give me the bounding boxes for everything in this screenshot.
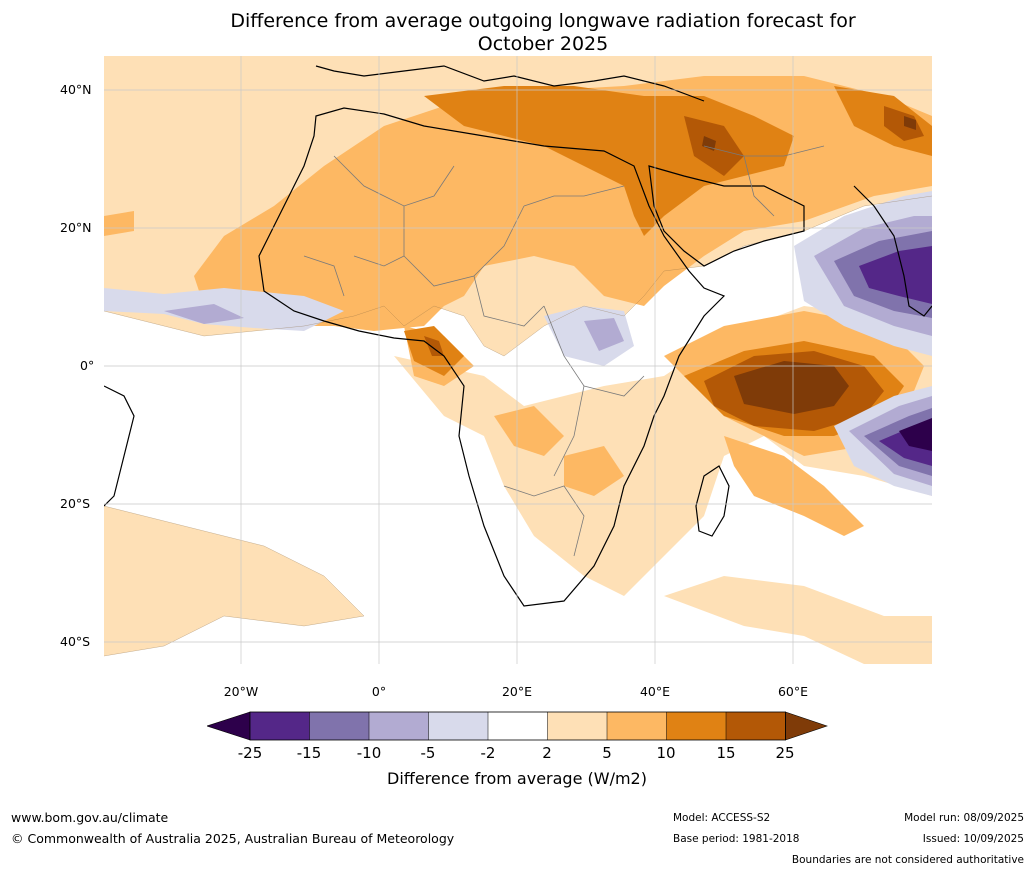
map-title: Difference from average outgoing longwav… xyxy=(0,10,1035,56)
south-america-coastline xyxy=(104,385,135,507)
colorbar-bin-neg15-neg10 xyxy=(309,712,369,740)
lon-label-0: 0° xyxy=(371,684,387,699)
colorbar-bin-5-10 xyxy=(607,712,667,740)
colorbar-tick: 15 xyxy=(716,744,736,762)
colorbar-tick: 5 xyxy=(602,744,612,762)
footer-copyright: © Commonwealth of Australia 2025, Austra… xyxy=(11,831,455,846)
footer-model: Model: ACCESS-S2 xyxy=(673,812,771,824)
lon-label-40e: 40°E xyxy=(639,684,671,699)
colorbar-tick: 2 xyxy=(542,744,552,762)
colorbar-tick: 10 xyxy=(656,744,676,762)
colorbar xyxy=(207,711,828,741)
colorbar-bin-neg2-2 xyxy=(488,712,548,740)
footer-disclaimer: Boundaries are not considered authoritat… xyxy=(791,854,1024,866)
footer-base-period: Base period: 1981-2018 xyxy=(673,833,800,845)
colorbar-bin-neg25-neg15 xyxy=(250,712,310,740)
footer-website-link[interactable]: www.bom.gov.au/climate xyxy=(11,810,169,825)
lat-label-40s: 40°S xyxy=(60,634,91,649)
forecast-map xyxy=(104,56,932,664)
india-coastline xyxy=(853,185,932,317)
colorbar-under-triangle xyxy=(207,711,251,741)
country-borders xyxy=(303,145,825,557)
colorbar-bin-neg5-neg2 xyxy=(428,712,488,740)
colorbar-tick: -2 xyxy=(480,744,496,762)
colorbar-label: Difference from average (W/m2) xyxy=(387,769,647,788)
anomaly-gt25-fill xyxy=(702,116,916,414)
lat-label-40n: 40°N xyxy=(60,82,92,97)
colorbar-tick: -10 xyxy=(356,744,382,762)
lon-label-60e: 60°E xyxy=(777,684,809,699)
colorbar-tick: -5 xyxy=(420,744,436,762)
lat-label-0: 0° xyxy=(80,358,95,373)
colorbar-tick: -15 xyxy=(296,744,322,762)
colorbar-bin-2-5 xyxy=(547,712,607,740)
graticule xyxy=(104,56,932,664)
colorbar-bin-10-15 xyxy=(666,712,726,740)
lon-label-20w: 20°W xyxy=(223,684,259,699)
africa-coastline xyxy=(258,107,726,607)
colorbar-tick: -25 xyxy=(237,744,263,762)
title-line-1: Difference from average outgoing longwav… xyxy=(230,10,856,32)
footer-model-run: Model run: 08/09/2025 xyxy=(904,812,1024,824)
lat-label-20s: 20°S xyxy=(60,496,91,511)
colorbar-bin-neg10-neg5 xyxy=(369,712,429,740)
arabia-coastline xyxy=(648,165,805,267)
europe-coastline xyxy=(315,65,705,102)
footer-issued: Issued: 10/09/2025 xyxy=(922,833,1024,845)
lat-label-20n: 20°N xyxy=(60,220,92,235)
colorbar-tick: 25 xyxy=(775,744,795,762)
map-svg xyxy=(104,56,932,664)
title-line-2: October 2025 xyxy=(477,33,609,55)
lon-label-20e: 20°E xyxy=(501,684,533,699)
coastlines xyxy=(104,65,932,607)
colorbar-over-triangle xyxy=(785,711,828,741)
madagascar-coastline xyxy=(695,465,730,537)
colorbar-bin-15-25 xyxy=(726,712,786,740)
